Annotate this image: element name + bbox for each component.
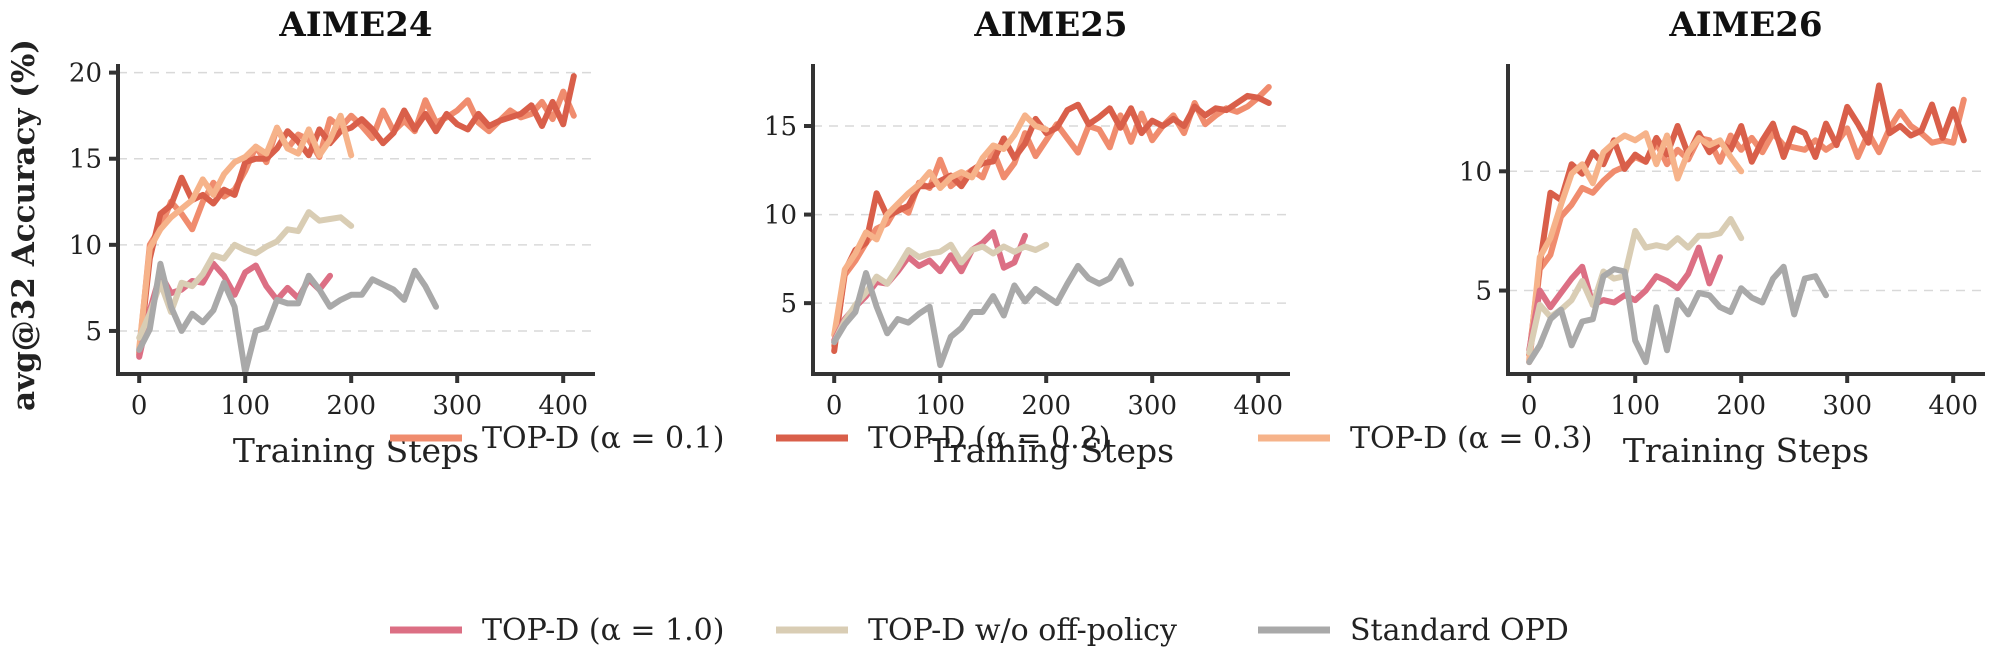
x-tick-label: 200 <box>326 391 376 421</box>
x-tick-label: 300 <box>1822 391 1872 421</box>
legend-label: Standard OPD <box>1350 613 1569 648</box>
y-tick-label: 15 <box>764 112 797 142</box>
y-tick-label: 5 <box>780 289 797 319</box>
y-tick-label: 10 <box>69 231 102 261</box>
panel-aime26: AIME26 Training Steps 0 100 200 300 400 5 10 <box>1459 5 1985 470</box>
x-tick-label: 100 <box>220 391 270 421</box>
legend-label: TOP-D w/o off-policy <box>868 613 1177 648</box>
series-line <box>831 112 1050 338</box>
series-line <box>136 112 355 352</box>
series-line <box>831 257 1134 369</box>
series-line <box>136 260 439 376</box>
x-tick-label: 0 <box>1521 391 1538 421</box>
y-tick-label: 15 <box>69 145 102 175</box>
x-tick-label: 0 <box>826 391 843 421</box>
series-line <box>136 209 355 341</box>
x-tick-label: 0 <box>131 391 148 421</box>
x-axis-label: Training Steps <box>1623 431 1869 470</box>
x-tick-label: 400 <box>538 391 588 421</box>
y-tick-label: 10 <box>1459 157 1492 187</box>
y-tick-label: 10 <box>764 201 797 231</box>
legend-label: TOP-D (α = 0.1) <box>482 421 724 456</box>
panel-aime25: AIME25 Training Steps 0 100 200 300 400 5 10 15 <box>764 5 1290 470</box>
x-tick-label: 200 <box>1021 391 1071 421</box>
series-line <box>136 73 577 359</box>
x-tick-label: 300 <box>432 391 482 421</box>
legend: TOP-D (α = 0.1) TOP-D (α = 0.2) TOP-D (α… <box>390 421 1592 648</box>
x-tick-label: 400 <box>1233 391 1283 421</box>
x-tick-label: 100 <box>915 391 965 421</box>
x-axis-label: Training Steps <box>928 431 1174 470</box>
legend-label: TOP-D (α = 1.0) <box>482 613 724 648</box>
panel-aime24: AIME24 Training Steps 0 100 200 300 40051015… <box>69 5 595 470</box>
legend-label: TOP-D (α = 0.2) <box>868 421 1110 456</box>
x-tick-label: 100 <box>1610 391 1660 421</box>
x-tick-label: 200 <box>1716 391 1766 421</box>
series-line <box>136 88 577 355</box>
series-line <box>1526 216 1745 356</box>
y-tick-label: 5 <box>1475 277 1492 307</box>
panel-title: AIME26 <box>1668 5 1822 45</box>
x-tick-label: 400 <box>1928 391 1978 421</box>
legend-label: TOP-D (α = 0.3) <box>1350 421 1592 456</box>
series-line <box>1526 244 1723 354</box>
series-line <box>1526 263 1829 366</box>
y-tick-label: 5 <box>85 317 102 347</box>
y-tick-label: 20 <box>69 59 102 89</box>
series-line <box>1526 130 1745 363</box>
panel-title: AIME25 <box>973 5 1127 45</box>
x-tick-label: 300 <box>1127 391 1177 421</box>
panel-title: AIME24 <box>278 5 432 45</box>
y-axis-label: avg@32 Accuracy (%) <box>6 39 42 411</box>
series-line <box>831 92 1272 354</box>
